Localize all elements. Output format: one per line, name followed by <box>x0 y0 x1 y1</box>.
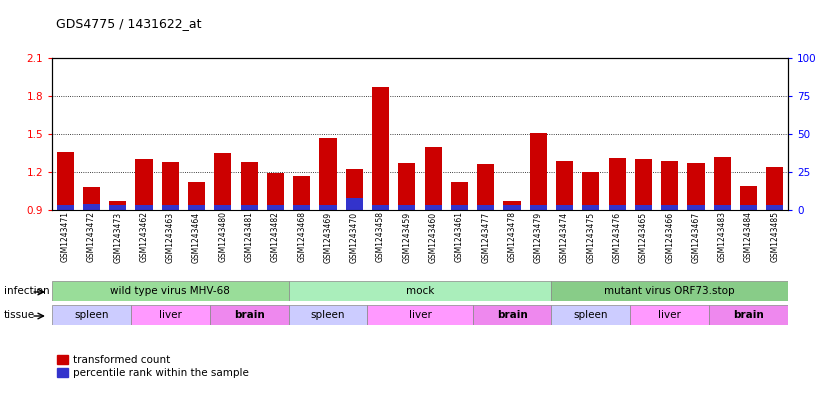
Bar <box>635 206 652 210</box>
Bar <box>188 206 205 210</box>
Bar <box>109 201 126 210</box>
Bar <box>661 206 678 210</box>
Bar <box>293 176 311 210</box>
Bar <box>767 167 783 210</box>
Bar <box>372 87 389 210</box>
Text: wild type virus MHV-68: wild type virus MHV-68 <box>111 286 230 296</box>
Bar <box>714 206 731 210</box>
Text: spleen: spleen <box>311 310 345 320</box>
Bar <box>188 182 205 210</box>
Bar <box>83 204 100 210</box>
Legend: transformed count, percentile rank within the sample: transformed count, percentile rank withi… <box>57 355 249 378</box>
Text: spleen: spleen <box>74 310 109 320</box>
Bar <box>582 172 600 210</box>
Bar <box>714 157 731 210</box>
Text: liver: liver <box>658 310 681 320</box>
Bar <box>52 281 288 301</box>
Bar <box>52 305 131 325</box>
Text: liver: liver <box>409 310 431 320</box>
Bar <box>135 206 153 210</box>
Text: spleen: spleen <box>573 310 608 320</box>
Bar <box>372 206 389 210</box>
Bar <box>425 206 442 210</box>
Bar <box>288 305 368 325</box>
Bar <box>131 305 210 325</box>
Bar <box>661 161 678 210</box>
Bar <box>346 198 363 210</box>
Bar <box>609 158 625 210</box>
Bar <box>57 152 74 210</box>
Bar <box>451 206 468 210</box>
Bar <box>346 169 363 210</box>
Bar <box>635 159 652 210</box>
Bar <box>710 305 788 325</box>
Text: mock: mock <box>406 286 434 296</box>
Bar <box>210 305 288 325</box>
Text: tissue: tissue <box>4 310 36 320</box>
Bar <box>552 281 788 301</box>
Bar <box>630 305 710 325</box>
Bar <box>740 186 757 210</box>
Bar <box>83 187 100 210</box>
Bar <box>214 206 231 210</box>
Bar <box>529 133 547 210</box>
Bar <box>398 163 415 210</box>
Bar <box>398 206 415 210</box>
Bar <box>552 305 630 325</box>
Bar <box>267 173 284 210</box>
Bar <box>214 153 231 210</box>
Text: brain: brain <box>733 310 764 320</box>
Bar <box>472 305 552 325</box>
Bar <box>320 138 336 210</box>
Text: mutant virus ORF73.stop: mutant virus ORF73.stop <box>605 286 735 296</box>
Bar <box>477 164 494 210</box>
Text: brain: brain <box>496 310 527 320</box>
Bar <box>109 206 126 210</box>
Bar <box>504 206 520 210</box>
Bar <box>740 206 757 210</box>
Text: liver: liver <box>159 310 182 320</box>
Text: brain: brain <box>234 310 264 320</box>
Bar <box>162 162 178 210</box>
Bar <box>556 206 573 210</box>
Bar <box>609 206 625 210</box>
Bar <box>556 161 573 210</box>
Bar <box>368 305 472 325</box>
Bar <box>162 206 178 210</box>
Bar <box>320 206 336 210</box>
Bar <box>504 201 520 210</box>
Text: GDS4775 / 1431622_at: GDS4775 / 1431622_at <box>56 17 202 30</box>
Bar <box>57 206 74 210</box>
Bar <box>240 206 258 210</box>
Bar <box>288 281 552 301</box>
Bar <box>687 163 705 210</box>
Bar <box>582 206 600 210</box>
Bar <box>529 206 547 210</box>
Bar <box>451 182 468 210</box>
Bar <box>240 162 258 210</box>
Bar <box>767 206 783 210</box>
Bar <box>293 206 311 210</box>
Bar <box>425 147 442 210</box>
Text: infection: infection <box>4 286 50 296</box>
Bar <box>477 206 494 210</box>
Bar <box>267 206 284 210</box>
Bar <box>687 206 705 210</box>
Bar <box>135 159 153 210</box>
